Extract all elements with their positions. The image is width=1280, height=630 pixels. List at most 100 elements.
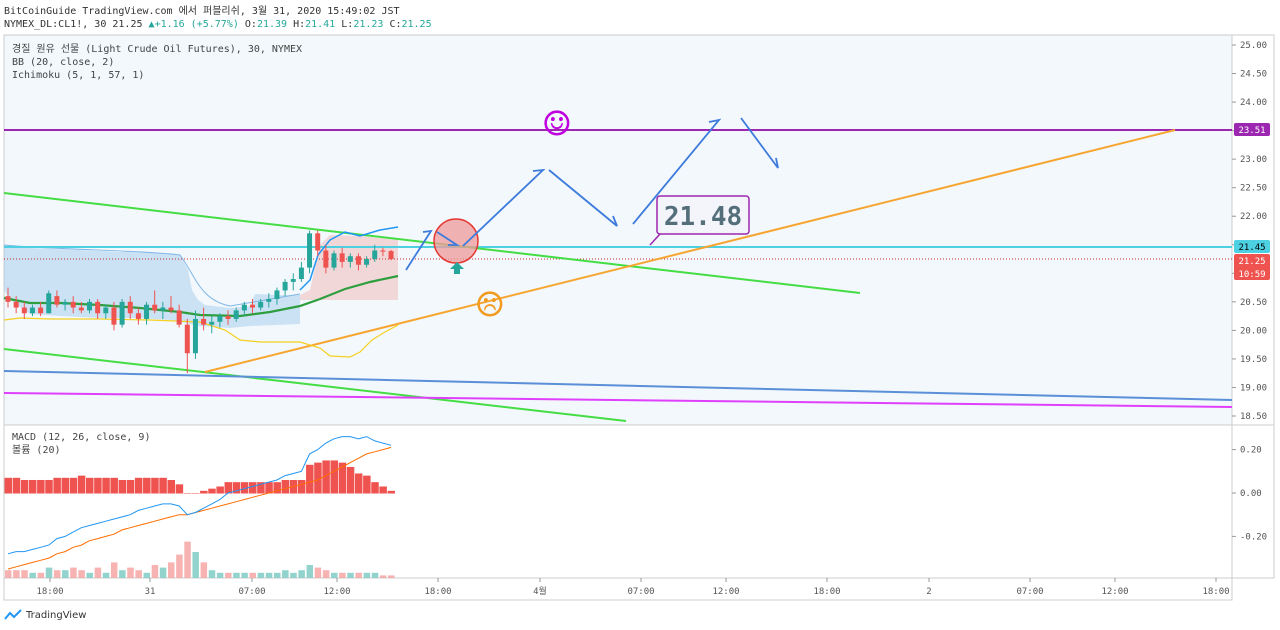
macd-histogram-bar	[69, 477, 78, 494]
candle-body	[127, 301, 133, 314]
candle-body	[290, 279, 296, 282]
tradingview-logo[interactable]: TradingView	[4, 609, 86, 621]
macd-histogram-bar	[134, 477, 143, 494]
candle-body	[233, 310, 239, 319]
macd-histogram-bar	[110, 477, 118, 494]
time-tick-label: 12:00	[323, 587, 350, 597]
macd-histogram-bar	[240, 482, 249, 494]
volume-bar	[371, 572, 379, 578]
orange-trendline	[204, 129, 1176, 373]
price-callout: 21.48	[649, 195, 750, 246]
time-tick-label: 31	[145, 587, 156, 597]
macd-histogram-bar	[86, 477, 94, 494]
candle-body	[282, 281, 288, 291]
time-tick-label: 18:00	[424, 587, 451, 597]
volume-bar	[102, 572, 110, 578]
volume-bar	[306, 565, 314, 578]
high-value: 21.41	[305, 19, 336, 30]
target-circle	[433, 218, 479, 264]
price-tick-label: 18.50	[1240, 412, 1267, 422]
candle-body	[119, 301, 125, 325]
tag-last-bg	[1234, 254, 1270, 280]
candle-body	[54, 296, 60, 305]
macd-histogram-bar	[61, 477, 70, 494]
candle-body	[152, 304, 158, 311]
macd-tick-label: -0.20	[1240, 532, 1267, 542]
macd-histogram-bar	[379, 486, 387, 494]
macd-histogram-bar	[118, 479, 127, 494]
price-axis[interactable]	[1231, 34, 1275, 426]
time-tick-label: 07:00	[1016, 587, 1043, 597]
candle-body	[388, 251, 394, 260]
legend-macd: MACD (12, 26, close, 9)	[12, 432, 151, 443]
candle-body	[217, 316, 223, 322]
volume-bar	[322, 570, 330, 578]
candle-body	[144, 304, 150, 319]
candle-body	[298, 267, 304, 280]
macd-histogram-bar	[297, 479, 306, 494]
macd-histogram-bar	[53, 477, 61, 494]
high-label: H:	[293, 19, 306, 30]
main-pane[interactable]	[3, 34, 1233, 426]
symbol-name: NYMEX_DL:CL1!, 30	[4, 19, 107, 30]
macd-histogram-bar	[346, 466, 355, 494]
time-tick-label: 12:00	[1101, 587, 1128, 597]
macd-tick-label: 0.20	[1240, 446, 1262, 456]
volume-bar	[143, 572, 151, 578]
volume-bar	[249, 572, 256, 578]
candle-body	[70, 301, 76, 308]
macd-histogram-bar	[330, 460, 338, 494]
volume-bar	[192, 552, 199, 578]
volume-bar	[282, 570, 289, 578]
volume-bar	[29, 572, 36, 578]
time-axis[interactable]	[3, 577, 1233, 601]
volume-bar	[314, 567, 322, 578]
volume-bar	[127, 567, 134, 578]
tag-last: 21.25	[1238, 257, 1265, 267]
indicator-pane[interactable]	[3, 424, 1233, 579]
candle-body	[192, 318, 198, 354]
candle-body	[258, 301, 264, 308]
macd-histogram-bar	[216, 486, 224, 494]
candle-body	[5, 296, 11, 302]
tradingview-logo-icon	[4, 609, 22, 620]
tag-purple-bg	[1234, 123, 1270, 136]
chart-header-title: BitCoinGuide TradingView.com 에서 퍼블리쉬, 3월…	[4, 6, 400, 17]
price-tick-label: 19.00	[1240, 383, 1267, 393]
time-tick-label: 07:00	[238, 587, 265, 597]
volume-bar	[78, 570, 85, 578]
macd-histogram-bar	[151, 477, 159, 494]
open-label: O:	[244, 19, 257, 30]
candle-body	[21, 307, 27, 314]
price-tick-label: 20.00	[1240, 326, 1267, 336]
candle-body	[62, 301, 68, 305]
macd-histogram-bar	[4, 477, 12, 494]
volume-bar	[290, 572, 297, 578]
candle-body	[103, 307, 109, 314]
volume-bar	[388, 575, 395, 578]
green-lower-trendline	[3, 348, 627, 422]
close-value: 21.25	[401, 19, 432, 30]
last-price: 21.25	[112, 19, 143, 30]
close-label: C:	[389, 19, 402, 30]
macd-histogram-bar	[28, 479, 37, 494]
volume-bar	[62, 570, 69, 578]
macd-signal-line	[7, 446, 392, 570]
candle-body	[347, 256, 353, 262]
macd-line	[7, 436, 392, 555]
candle-body	[201, 318, 207, 325]
macd-histogram-bar	[224, 482, 233, 494]
volume-bar	[241, 572, 248, 578]
macd-histogram-bar	[232, 482, 241, 494]
candle-body	[364, 259, 370, 265]
low-label: L:	[341, 19, 354, 30]
macd-axis[interactable]	[1231, 424, 1275, 579]
macd-histogram-bar	[354, 473, 363, 494]
blue-support-line	[3, 370, 1233, 401]
candle-body	[184, 324, 190, 354]
price-tick-label: 25.00	[1240, 41, 1267, 51]
time-tick-label: 18:00	[36, 587, 63, 597]
tag-cyan: 21.45	[1238, 243, 1265, 253]
macd-histogram-bar	[363, 475, 371, 494]
